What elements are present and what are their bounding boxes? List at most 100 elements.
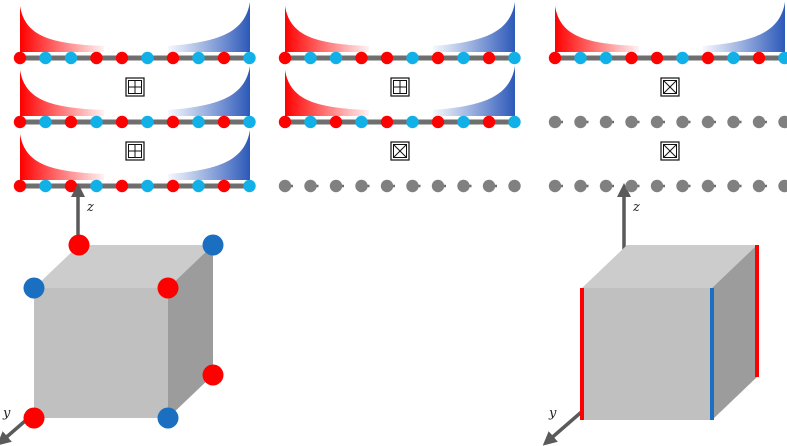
lattice-site (778, 51, 787, 65)
lattice-site (115, 51, 129, 65)
lattice-site (166, 51, 180, 65)
lattice-site (676, 115, 689, 129)
lattice-site (676, 179, 689, 193)
lattice-site (217, 179, 231, 193)
corner-mode (68, 234, 90, 256)
lattice-site (380, 115, 394, 129)
lattice-site (574, 115, 587, 129)
lattice-site (482, 179, 496, 193)
lattice-site (355, 179, 368, 193)
lattice-site (141, 179, 154, 193)
lattice-site (727, 115, 740, 129)
cube-front-face (582, 288, 712, 420)
lattice-site (548, 179, 562, 193)
lattice-site (727, 179, 740, 193)
edge-state-left (20, 134, 104, 180)
lattice-site (752, 115, 766, 129)
lattice-site (431, 179, 445, 193)
lattice-site (380, 179, 394, 193)
lattice-site (508, 115, 521, 129)
lattice-site (650, 179, 664, 193)
cube-top-face (34, 245, 213, 288)
lattice-site (115, 179, 129, 193)
cube-top-face (582, 245, 757, 288)
lattice-site (752, 51, 766, 65)
lattice-site (701, 115, 715, 129)
cube-corner-modes: zxy (0, 183, 224, 446)
lattice-site (217, 115, 231, 129)
lattice-site (64, 179, 78, 193)
lattice-site (406, 51, 419, 65)
lattice-site (548, 115, 562, 129)
corner-mode (202, 364, 224, 386)
lattice-site (599, 115, 613, 129)
corner-mode (23, 407, 45, 429)
edge-state-right (168, 66, 250, 116)
lattice-site (701, 179, 715, 193)
lattice-site (431, 115, 445, 129)
lattice-site (13, 179, 27, 193)
lattice-site (508, 179, 521, 193)
lattice-site (278, 51, 292, 65)
symbol-inner-frame (393, 144, 407, 158)
lattice-site (457, 51, 470, 65)
edge-state-right (433, 66, 515, 116)
corner-mode (157, 277, 179, 299)
edge-state-left (285, 70, 369, 116)
cube-hinge-modes: zxy (542, 183, 759, 446)
edge-state-right (433, 2, 515, 52)
lattice-site (192, 179, 205, 193)
lattice-site (778, 115, 787, 129)
lattice-site (752, 179, 766, 193)
corner-mode (157, 407, 179, 429)
lattice-site (39, 51, 52, 65)
lattice-site (64, 51, 78, 65)
panel-3: zxy (548, 2, 787, 193)
lattice-site (141, 51, 154, 65)
lattice-site (482, 115, 496, 129)
cube-side-face (712, 245, 757, 420)
lattice-site (141, 115, 154, 129)
lattice-site (482, 51, 496, 65)
lattice-site (329, 115, 343, 129)
lattice-site (278, 179, 292, 193)
panel-1: zxy (0, 2, 256, 446)
lattice-site (13, 115, 27, 129)
lattice-site (13, 51, 27, 65)
symbol-stroke (393, 144, 407, 158)
lattice-site (243, 51, 256, 65)
lattice-site (329, 179, 343, 193)
lattice-site (329, 51, 343, 65)
symbol-inner-frame (663, 144, 677, 158)
lattice-site (39, 115, 52, 129)
lattice-site (650, 115, 664, 129)
lattice-site (217, 51, 231, 65)
chain-stack (13, 2, 256, 193)
lattice-site (39, 179, 52, 193)
lattice-site (278, 115, 292, 129)
lattice-site (625, 179, 638, 193)
corner-mode (202, 234, 224, 256)
lattice-site (115, 115, 129, 129)
edge-state-left (285, 6, 369, 52)
y-axis-label: y (548, 406, 557, 421)
symbol-stroke (663, 80, 677, 94)
lattice-site (701, 51, 715, 65)
lattice-site (457, 115, 470, 129)
edge-state-right (703, 2, 785, 52)
lattice-site (166, 115, 180, 129)
lattice-site (574, 179, 587, 193)
lattice-site (90, 115, 103, 129)
chain-stack (548, 2, 787, 193)
lattice-site (243, 115, 256, 129)
z-axis-label: z (632, 200, 640, 215)
chain-stack (278, 2, 521, 193)
z-axis-label: z (86, 200, 94, 215)
edge-state-left (20, 70, 104, 116)
lattice-site (243, 179, 256, 193)
edge-state-right (168, 2, 250, 52)
lattice-site (166, 179, 180, 193)
lattice-site (304, 115, 317, 129)
lattice-site (431, 51, 445, 65)
y-axis-label: y (2, 406, 11, 421)
